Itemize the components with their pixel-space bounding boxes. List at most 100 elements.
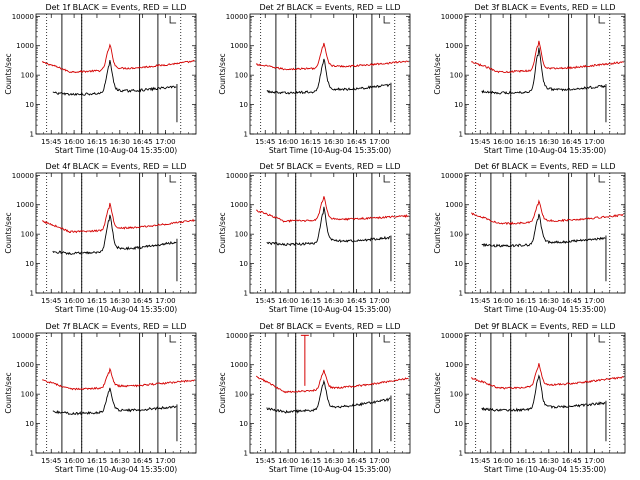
panel-title: Det 6f BLACK = Events, RED = LLD bbox=[474, 162, 615, 171]
y-tick-label: 10 bbox=[239, 101, 248, 109]
bracket-marker bbox=[169, 16, 177, 24]
plot-frame bbox=[249, 332, 411, 454]
y-tick-label: 100 bbox=[21, 72, 34, 80]
events-series-line bbox=[481, 374, 606, 413]
x-tick-label: 16:00 bbox=[493, 457, 513, 465]
x-axis-label: Start Time (10-Aug-04 15:35:00) bbox=[269, 305, 391, 314]
lld-series-line bbox=[471, 199, 624, 226]
events-series-line bbox=[266, 58, 391, 95]
panel-det-2: Det 2f BLACK = Events, RED = LLD 1 10 100 10… bbox=[218, 3, 411, 155]
x-tick-label: 16:00 bbox=[493, 138, 513, 146]
panel-det-5: Det 5f BLACK = Events, RED = LLD 1 10 100 10… bbox=[218, 162, 411, 314]
x-tick-label: 16:30 bbox=[110, 457, 130, 465]
events-series-line bbox=[266, 379, 391, 414]
x-tick-label: 16:15 bbox=[516, 138, 536, 146]
x-axis-label: Start Time (10-Aug-04 15:35:00) bbox=[269, 465, 391, 474]
x-tick-label: 17:00 bbox=[584, 138, 604, 146]
y-tick-label: 1000 bbox=[16, 42, 34, 50]
plot-frame bbox=[35, 13, 197, 135]
x-tick-label: 16:45 bbox=[133, 457, 153, 465]
panel-title: Det 1f BLACK = Events, RED = LLD bbox=[45, 3, 186, 12]
y-tick-label: 10000 bbox=[226, 172, 248, 180]
panel-det-9: Det 9f BLACK = Events, RED = LLD 1 10 100 10… bbox=[433, 322, 626, 474]
x-axis-label: Start Time (10-Aug-04 15:35:00) bbox=[55, 146, 177, 155]
y-tick-label: 10000 bbox=[441, 13, 463, 21]
bracket-marker bbox=[383, 175, 391, 183]
x-tick-label: 17:00 bbox=[584, 297, 604, 305]
x-tick-label: 16:00 bbox=[64, 138, 84, 146]
x-tick-label: 16:15 bbox=[301, 457, 321, 465]
events-series-line bbox=[52, 214, 177, 256]
x-tick-label: 17:00 bbox=[369, 297, 389, 305]
y-tick-label: 1 bbox=[30, 450, 34, 458]
y-axis-label: Counts/sec bbox=[433, 212, 442, 253]
y-tick-label: 100 bbox=[450, 231, 463, 239]
x-axis-label: Start Time (10-Aug-04 15:35:00) bbox=[55, 305, 177, 314]
x-tick-label: 16:45 bbox=[347, 457, 367, 465]
bracket-marker bbox=[169, 175, 177, 183]
x-tick-label: 15:45 bbox=[470, 457, 490, 465]
plot-frame bbox=[35, 332, 197, 454]
panel-title: Det 2f BLACK = Events, RED = LLD bbox=[259, 3, 400, 12]
panel-title: Det 4f BLACK = Events, RED = LLD bbox=[45, 162, 186, 171]
plot-frame bbox=[249, 13, 411, 135]
y-axis-label: Counts/sec bbox=[4, 212, 13, 253]
x-tick-label: 16:00 bbox=[64, 297, 84, 305]
y-tick-label: 100 bbox=[235, 72, 248, 80]
y-tick-label: 10000 bbox=[226, 13, 248, 21]
plot-frame bbox=[464, 172, 626, 294]
y-axis-label: Counts/sec bbox=[218, 212, 227, 253]
x-tick-label: 16:00 bbox=[278, 297, 298, 305]
bracket-marker bbox=[598, 335, 606, 343]
x-tick-label: 16:45 bbox=[133, 297, 153, 305]
lld-series-line bbox=[470, 363, 624, 390]
panel-title: Det 7f BLACK = Events, RED = LLD bbox=[45, 322, 186, 331]
events-series-line bbox=[52, 387, 177, 416]
x-tick-label: 15:45 bbox=[255, 457, 275, 465]
x-tick-label: 16:00 bbox=[64, 457, 84, 465]
lld-series-line bbox=[255, 42, 409, 71]
lld-series-line bbox=[255, 369, 409, 394]
x-tick-label: 17:00 bbox=[155, 138, 175, 146]
x-tick-label: 17:00 bbox=[155, 457, 175, 465]
x-axis-label: Start Time (10-Aug-04 15:35:00) bbox=[484, 465, 606, 474]
y-tick-label: 10000 bbox=[441, 172, 463, 180]
x-axis-label: Start Time (10-Aug-04 15:35:00) bbox=[484, 305, 606, 314]
x-tick-label: 16:45 bbox=[562, 457, 582, 465]
panel-det-1: Det 1f BLACK = Events, RED = LLD 1 10 100 10… bbox=[4, 3, 197, 155]
y-tick-label: 1 bbox=[244, 290, 248, 298]
panel-title: Det 3f BLACK = Events, RED = LLD bbox=[474, 3, 615, 12]
x-tick-label: 17:00 bbox=[584, 457, 604, 465]
y-axis-label: Counts/sec bbox=[4, 372, 13, 413]
x-tick-label: 16:15 bbox=[87, 297, 107, 305]
lld-series-line bbox=[41, 43, 195, 74]
y-axis-label: Counts/sec bbox=[4, 53, 13, 94]
bracket-marker bbox=[598, 16, 606, 24]
x-tick-label: 15:45 bbox=[255, 297, 275, 305]
plot-frame bbox=[249, 172, 411, 294]
y-tick-label: 100 bbox=[235, 391, 248, 399]
x-tick-label: 15:45 bbox=[41, 297, 61, 305]
panel-title: Det 5f BLACK = Events, RED = LLD bbox=[259, 162, 400, 171]
events-series-line bbox=[52, 60, 177, 96]
x-tick-label: 16:15 bbox=[301, 138, 321, 146]
x-axis-label: Start Time (10-Aug-04 15:35:00) bbox=[55, 465, 177, 474]
panel-det-7: Det 7f BLACK = Events, RED = LLD 1 10 100 10… bbox=[4, 322, 197, 474]
y-tick-label: 1000 bbox=[16, 361, 34, 369]
y-tick-label: 10 bbox=[454, 260, 463, 268]
panel-title: Det 8f BLACK = Events, RED = LLD bbox=[259, 322, 400, 331]
y-tick-label: 1000 bbox=[230, 361, 248, 369]
y-axis-label: Counts/sec bbox=[433, 53, 442, 94]
x-tick-label: 15:45 bbox=[470, 138, 490, 146]
x-tick-label: 16:15 bbox=[301, 297, 321, 305]
y-tick-label: 100 bbox=[450, 72, 463, 80]
x-tick-label: 15:45 bbox=[470, 297, 490, 305]
x-tick-label: 16:00 bbox=[493, 297, 513, 305]
y-tick-label: 10 bbox=[25, 101, 34, 109]
y-tick-label: 1000 bbox=[16, 201, 34, 209]
x-tick-label: 16:30 bbox=[110, 138, 130, 146]
y-tick-label: 1000 bbox=[230, 42, 248, 50]
panel-det-6: Det 6f BLACK = Events, RED = LLD 1 10 100 10… bbox=[433, 162, 626, 314]
panel-det-4: Det 4f BLACK = Events, RED = LLD 1 10 100 10… bbox=[4, 162, 197, 314]
